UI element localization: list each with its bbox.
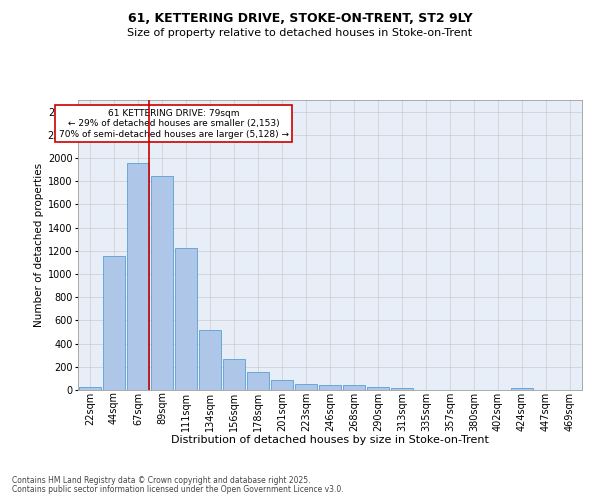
Bar (199, 330, 221, 390)
Text: Contains HM Land Registry data © Crown copyright and database right 2025.: Contains HM Land Registry data © Crown c… (12, 476, 311, 485)
Text: Size of property relative to detached houses in Stoke-on-Trent: Size of property relative to detached ho… (127, 28, 473, 38)
Bar (511, 388, 533, 390)
Bar (343, 385, 365, 390)
Bar (127, 162, 149, 390)
Bar (151, 176, 173, 390)
X-axis label: Distribution of detached houses by size in Stoke-on-Trent: Distribution of detached houses by size … (171, 435, 489, 445)
Bar (223, 358, 245, 390)
Text: 61, KETTERING DRIVE, STOKE-ON-TRENT, ST2 9LY: 61, KETTERING DRIVE, STOKE-ON-TRENT, ST2… (128, 12, 472, 26)
Text: Contains public sector information licensed under the Open Government Licence v3: Contains public sector information licen… (12, 484, 344, 494)
Bar (367, 387, 389, 390)
Bar (319, 385, 341, 390)
Bar (247, 372, 269, 390)
Bar (103, 256, 125, 390)
Y-axis label: Number of detached properties: Number of detached properties (34, 163, 44, 327)
Bar (391, 388, 413, 390)
Bar (79, 386, 101, 390)
Bar (295, 384, 317, 390)
Text: 61 KETTERING DRIVE: 79sqm
← 29% of detached houses are smaller (2,153)
70% of se: 61 KETTERING DRIVE: 79sqm ← 29% of detac… (59, 108, 289, 138)
Bar (271, 380, 293, 390)
Bar (175, 248, 197, 390)
